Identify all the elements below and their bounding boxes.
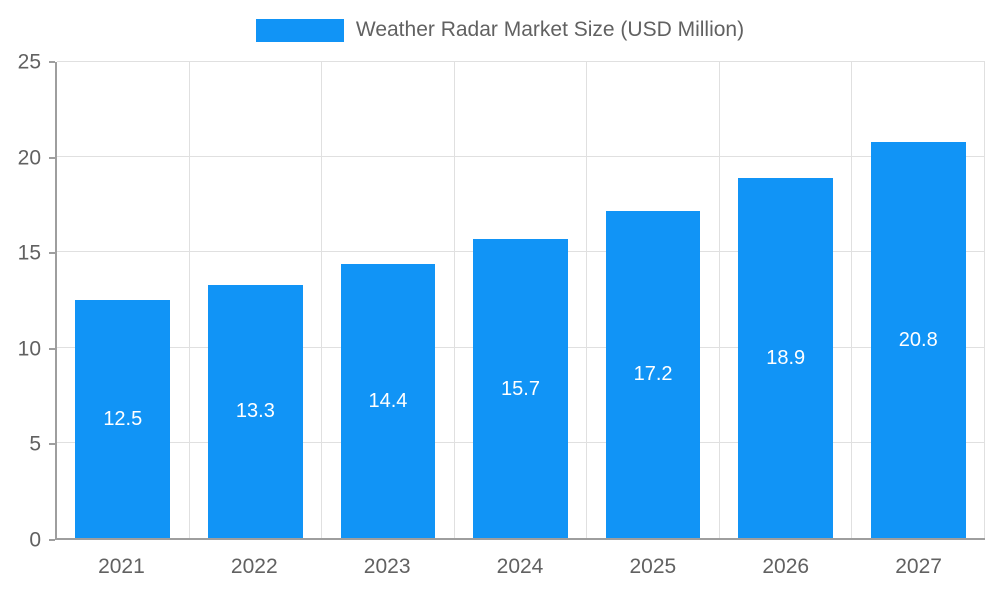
bar-value-label: 15.7 bbox=[501, 377, 540, 400]
bar: 20.8 bbox=[870, 141, 966, 538]
y-tick-label: 5 bbox=[29, 432, 41, 456]
x-tick-label: 2023 bbox=[363, 555, 411, 578]
y-tick-mark bbox=[49, 156, 55, 159]
x-tick-label: 2024 bbox=[496, 555, 544, 578]
y-tick-label: 0 bbox=[29, 528, 41, 552]
x-tick-label: 2022 bbox=[230, 555, 278, 578]
y-tick-label: 10 bbox=[17, 337, 41, 361]
legend-swatch bbox=[255, 18, 344, 42]
x-tick-label: 2025 bbox=[629, 555, 677, 578]
bar-value-label: 12.5 bbox=[103, 408, 143, 430]
legend-label: Weather Radar Market Size (USD Million) bbox=[355, 18, 745, 41]
bar: 13.3 bbox=[208, 284, 303, 538]
bar: 17.2 bbox=[605, 210, 701, 538]
bar-slot: 18.9 bbox=[720, 62, 853, 538]
y-tick-label: 25 bbox=[17, 50, 41, 74]
bar-slot: 15.7 bbox=[455, 62, 588, 538]
bar-slot: 20.8 bbox=[852, 62, 986, 538]
y-tick-label: 20 bbox=[17, 146, 41, 170]
bar-slot: 17.2 bbox=[587, 62, 720, 538]
x-tick-label: 2026 bbox=[762, 555, 810, 578]
bar-value-label: 18.9 bbox=[766, 347, 806, 370]
bars-row: 12.5 13.3 14.4 15.7 17.2 18.9 20.8 bbox=[57, 62, 986, 538]
bar-value-label: 20.8 bbox=[898, 328, 938, 351]
y-tick-label: 15 bbox=[17, 241, 41, 265]
plot-area: 12.5 13.3 14.4 15.7 17.2 18.9 20.8 bbox=[55, 61, 986, 540]
y-tick-mark bbox=[49, 61, 55, 63]
bar-value-label: 13.3 bbox=[235, 400, 275, 423]
bar-value-label: 17.2 bbox=[633, 363, 673, 386]
bar: 12.5 bbox=[75, 300, 171, 538]
bar-value-label: 14.4 bbox=[368, 389, 408, 412]
bar-slot: 12.5 bbox=[57, 62, 190, 538]
bar-slot: 14.4 bbox=[322, 62, 455, 538]
y-tick-mark bbox=[49, 539, 55, 541]
bar: 15.7 bbox=[473, 239, 568, 538]
y-axis: 0 5 10 15 20 25 bbox=[0, 52, 55, 551]
bar: 14.4 bbox=[340, 263, 436, 538]
y-tick-mark bbox=[49, 347, 55, 350]
bar-slot: 13.3 bbox=[190, 62, 323, 538]
h-gridline bbox=[57, 61, 985, 62]
x-axis: 2021 2022 2023 2024 2025 2026 2027 bbox=[55, 540, 985, 600]
h-gridline bbox=[57, 156, 985, 158]
y-tick-mark bbox=[49, 443, 55, 446]
x-tick-label: 2021 bbox=[98, 555, 145, 578]
bar: 18.9 bbox=[738, 178, 834, 538]
y-tick-mark bbox=[49, 252, 55, 255]
legend: Weather Radar Market Size (USD Million) bbox=[0, 16, 1000, 44]
x-tick-label: 2027 bbox=[895, 555, 942, 578]
